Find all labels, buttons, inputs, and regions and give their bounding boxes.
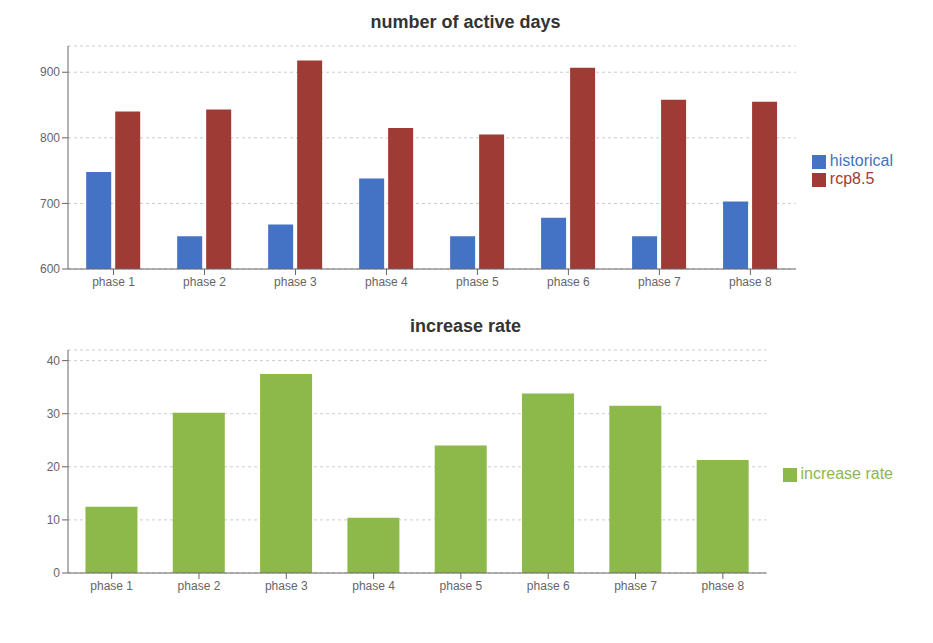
svg-text:phase 7: phase 7 (614, 579, 657, 593)
svg-text:phase 1: phase 1 (90, 579, 133, 593)
svg-text:phase 5: phase 5 (440, 579, 483, 593)
svg-text:40: 40 (47, 354, 61, 368)
svg-text:phase 1: phase 1 (92, 275, 135, 289)
html-text:increase rate: increase rate (410, 316, 521, 336)
svg-text:phase 4: phase 4 (365, 275, 408, 289)
svg-text:phase 2: phase 2 (178, 579, 221, 593)
svg-text:30: 30 (47, 407, 61, 421)
svg-text:phase 7: phase 7 (638, 275, 681, 289)
svg-text:phase 8: phase 8 (701, 579, 744, 593)
svg-text:800: 800 (40, 131, 60, 145)
html-text:increase rate: increase rate (800, 465, 893, 482)
svg-text:10: 10 (47, 513, 61, 527)
svg-text:phase 4: phase 4 (352, 579, 395, 593)
svg-text:20: 20 (47, 460, 61, 474)
svg-text:phase 8: phase 8 (729, 275, 772, 289)
html-text:historical: historical (829, 152, 893, 169)
svg-text:600: 600 (40, 262, 60, 276)
svg-text:700: 700 (40, 197, 60, 211)
html-text:number of active days: number of active days (370, 12, 561, 32)
svg-text:0: 0 (53, 566, 60, 580)
svg-text:phase 2: phase 2 (183, 275, 226, 289)
svg-text:phase 5: phase 5 (456, 275, 499, 289)
svg-text:900: 900 (40, 65, 60, 79)
svg-text:phase 3: phase 3 (274, 275, 317, 289)
svg-text:phase 6: phase 6 (547, 275, 590, 289)
svg-text:phase 6: phase 6 (527, 579, 570, 593)
html-text:rcp8.5: rcp8.5 (829, 170, 875, 187)
svg-text:phase 3: phase 3 (265, 579, 308, 593)
